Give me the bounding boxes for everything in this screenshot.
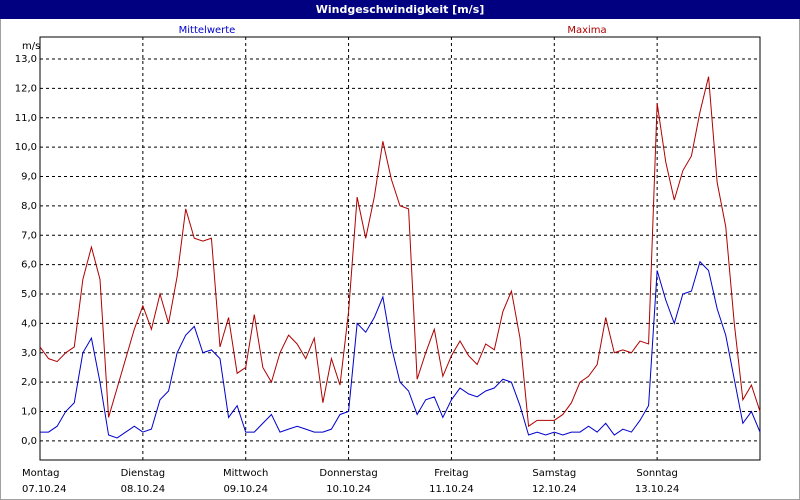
- title-bar: [0, 0, 800, 19]
- x-tick-label: 07.10.24: [22, 484, 67, 495]
- y-tick-label: 6,0: [21, 260, 37, 271]
- legend-label: Maxima: [567, 25, 606, 36]
- x-tick-weekday: Sonntag: [636, 468, 678, 479]
- x-tick-label: 09.10.24: [223, 484, 268, 495]
- x-tick-label: 11.10.24: [429, 484, 474, 495]
- x-tick-label: 10.10.24: [326, 484, 371, 495]
- x-tick-label: 12.10.24: [532, 484, 577, 495]
- y-tick-label: 9,0: [21, 172, 37, 183]
- y-tick-label: 8,0: [21, 201, 37, 212]
- line-series: [40, 260, 761, 439]
- y-tick-label: 10,0: [15, 142, 37, 153]
- x-tick-label: 08.10.24: [121, 484, 166, 495]
- y-tick-label: 7,0: [21, 230, 37, 241]
- y-tick-label: 13,0: [15, 54, 37, 65]
- legend-label: Mittelwerte: [179, 25, 236, 36]
- y-tick-label: 4,0: [21, 318, 37, 329]
- x-tick-weekday: Donnerstag: [319, 468, 377, 479]
- y-unit: m/s: [22, 41, 40, 52]
- y-tick-label: 5,0: [21, 289, 37, 300]
- x-tick-label: 13.10.24: [635, 484, 680, 495]
- x-tick-weekday: Mittwoch: [223, 468, 268, 479]
- x-tick-weekday: Samstag: [532, 468, 576, 479]
- y-tick-label: 11,0: [15, 113, 37, 124]
- y-tick-label: 0,0: [21, 436, 37, 447]
- plot-area: [39, 36, 761, 461]
- y-tick-label: 1,0: [21, 407, 37, 418]
- chart-title: Windgeschwindigkeit [m/s]: [316, 3, 485, 16]
- y-tick-label: 12,0: [15, 83, 37, 94]
- x-tick-weekday: Dienstag: [121, 468, 166, 479]
- y-tick-label: 3,0: [21, 348, 37, 359]
- y-tick-label: 2,0: [21, 377, 37, 388]
- x-tick-weekday: Montag: [22, 468, 59, 479]
- line-series: [39, 76, 761, 428]
- x-tick-weekday: Freitag: [434, 468, 468, 479]
